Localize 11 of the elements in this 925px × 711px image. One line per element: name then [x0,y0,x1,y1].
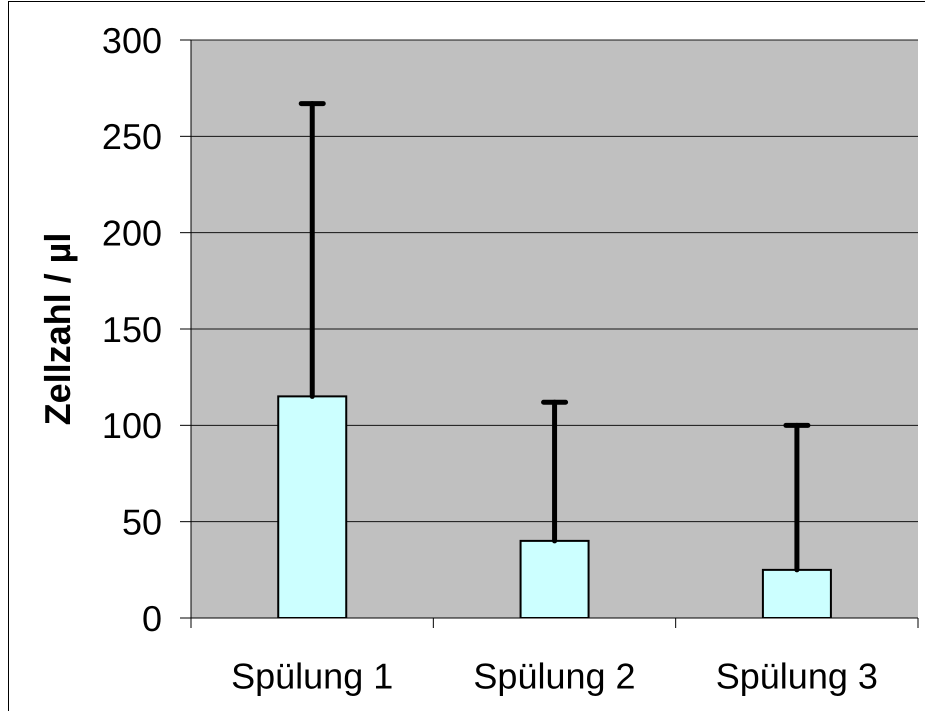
x-tick-label: Spülung 3 [716,656,878,697]
y-tick-label: 50 [122,501,162,542]
y-tick-label: 250 [102,116,162,158]
y-tick-label: 100 [102,405,162,446]
y-tick-label: 200 [102,212,162,254]
y-tick-label: 0 [142,598,162,639]
x-tick-label: Spülung 1 [231,656,394,697]
y-axis-title: Zellzahl / µl [36,232,78,426]
y-tick-label: 300 [102,20,162,61]
x-tick-label: Spülung 2 [473,656,636,697]
y-tick-label: 150 [102,308,162,350]
